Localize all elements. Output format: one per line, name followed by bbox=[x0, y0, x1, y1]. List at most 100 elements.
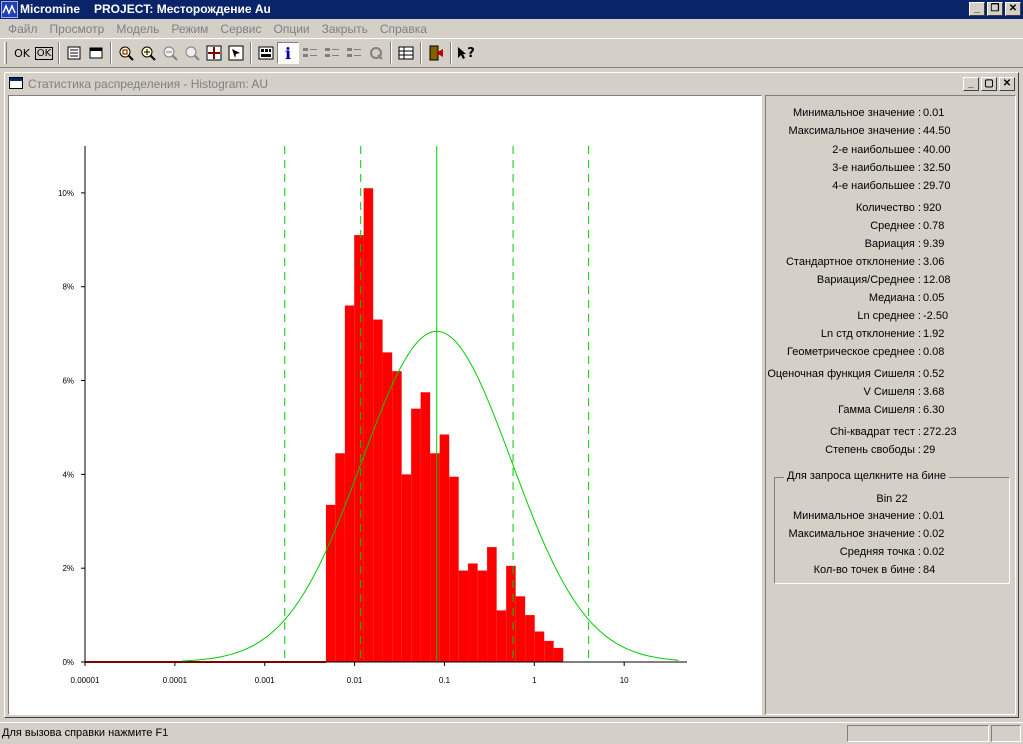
menu-file[interactable]: Файл bbox=[8, 21, 38, 36]
menu-help[interactable]: Справка bbox=[379, 21, 427, 36]
info-button[interactable]: i bbox=[277, 42, 299, 64]
window-close-button[interactable]: ✕ bbox=[999, 77, 1015, 91]
pan-button[interactable] bbox=[203, 42, 225, 64]
stat-row: Ln среднее : -2.50 bbox=[766, 310, 1017, 324]
stat-row: Степень свободы :29 bbox=[766, 444, 1017, 458]
stat-row: Среднее :0.78 bbox=[766, 220, 1017, 234]
histogram-bar[interactable] bbox=[411, 408, 421, 662]
window-minimize-button[interactable]: _ bbox=[963, 77, 979, 91]
window-button[interactable] bbox=[85, 42, 107, 64]
menu-view[interactable]: Просмотр bbox=[49, 21, 105, 36]
ok-framed-button[interactable]: OK bbox=[33, 42, 55, 64]
stat-row: Минимальное значение :0.01 bbox=[766, 107, 1017, 121]
x-tick-label: 10 bbox=[620, 676, 629, 685]
app-caption-buttons: _ ❐ ✕ bbox=[967, 2, 1021, 16]
restore-button[interactable]: ❐ bbox=[987, 2, 1003, 16]
app-title-bar[interactable]: Micromine PROJECT: Месторождение Au _ ❐ ✕ bbox=[0, 0, 1023, 19]
histogram-bar[interactable] bbox=[363, 188, 374, 662]
menu-options[interactable]: Опции bbox=[273, 21, 310, 36]
stat-value: 6.30 bbox=[923, 404, 945, 416]
list-button-2[interactable] bbox=[321, 42, 343, 64]
micromine-logo-icon bbox=[1, 1, 18, 18]
stat-row: Медиана :0.05 bbox=[766, 292, 1017, 306]
histogram-bar[interactable] bbox=[525, 615, 535, 662]
histogram-bar[interactable] bbox=[392, 371, 402, 662]
histogram-bar[interactable] bbox=[534, 631, 545, 662]
select-button[interactable] bbox=[225, 42, 247, 64]
toolbar-grip[interactable] bbox=[4, 42, 7, 64]
bin-stat-row: Средняя точка :0.02 bbox=[766, 546, 1017, 560]
stat-value: 272.23 bbox=[923, 426, 957, 438]
menu-model[interactable]: Модель bbox=[116, 21, 160, 36]
histogram-bar[interactable] bbox=[458, 570, 469, 662]
histogram-bar[interactable] bbox=[420, 392, 431, 662]
bin-stat-row: Максимальное значение :0.02 bbox=[766, 528, 1017, 542]
statistics-window-title-bar[interactable]: Статистика распределения - Histogram: AU… bbox=[6, 74, 1017, 94]
histogram-bar[interactable] bbox=[515, 596, 526, 662]
histogram-button[interactable] bbox=[255, 42, 277, 64]
stat-value: 84 bbox=[923, 564, 936, 576]
histogram-svg: 0% 2% 4% 6% 8% 10% 0.00001 0.0001 0.001 0.01 0.1 1 1… bbox=[58, 146, 687, 685]
stat-label: 4-е наибольшее : bbox=[832, 180, 921, 192]
list-button[interactable] bbox=[299, 42, 321, 64]
histogram-bar[interactable] bbox=[354, 235, 364, 663]
list-button-3[interactable] bbox=[343, 42, 365, 64]
report-button[interactable] bbox=[63, 42, 85, 64]
minimize-button[interactable]: _ bbox=[969, 2, 985, 16]
zoom-previous-button[interactable] bbox=[181, 42, 203, 64]
histogram-bar[interactable] bbox=[401, 474, 412, 662]
toolbar-separator bbox=[420, 42, 422, 64]
stat-row: Гамма Сишеля :6.30 bbox=[766, 404, 1017, 418]
ok-button[interactable]: OK bbox=[11, 42, 33, 64]
stat-label: Медиана : bbox=[868, 292, 921, 304]
zoom-in-button[interactable] bbox=[137, 42, 159, 64]
window-caption-buttons: _ ▢ ✕ bbox=[961, 77, 1015, 91]
histogram-bar[interactable] bbox=[344, 305, 355, 662]
histogram-bar[interactable] bbox=[506, 565, 516, 662]
query-icon bbox=[370, 47, 383, 60]
histogram-chart[interactable]: 0% 2% 4% 6% 8% 10% 0.00001 0.0001 0.001 0.01 0.1 1 1… bbox=[8, 95, 762, 715]
stat-value: 0.02 bbox=[923, 528, 945, 540]
stat-value: 920 bbox=[923, 202, 942, 214]
stat-row: Стандартное отклонение :3.06 bbox=[766, 256, 1017, 270]
menu-service[interactable]: Сервис bbox=[220, 21, 262, 36]
menu-mode[interactable]: Режим bbox=[171, 21, 209, 36]
stat-value: 0.01 bbox=[923, 107, 945, 119]
context-help-icon: ? bbox=[467, 45, 475, 61]
histogram-bar[interactable] bbox=[496, 610, 507, 662]
histogram-bar[interactable] bbox=[373, 319, 383, 662]
close-button[interactable]: ✕ bbox=[1005, 2, 1021, 16]
stat-value: 1.92 bbox=[923, 328, 945, 340]
stat-value: 12.08 bbox=[923, 274, 951, 286]
stat-label: Ln стд отклонение : bbox=[820, 328, 921, 340]
stat-label: Среднее : bbox=[870, 220, 921, 232]
stat-row: V Сишеля :3.68 bbox=[766, 386, 1017, 400]
toolbar-separator bbox=[450, 42, 452, 64]
histogram-bar[interactable] bbox=[487, 547, 497, 662]
histogram-bar[interactable] bbox=[325, 504, 336, 662]
histogram-bar[interactable] bbox=[544, 640, 554, 662]
exit-button[interactable] bbox=[425, 42, 447, 64]
histogram-bar[interactable] bbox=[468, 563, 478, 662]
histogram-bar[interactable] bbox=[449, 476, 459, 662]
arrow-icon bbox=[458, 47, 467, 59]
histogram-bar[interactable] bbox=[439, 434, 450, 662]
stat-value: 3.68 bbox=[923, 386, 945, 398]
histogram-bar[interactable] bbox=[382, 352, 393, 662]
table-button[interactable] bbox=[395, 42, 417, 64]
histogram-bar[interactable] bbox=[335, 453, 345, 662]
context-help-button[interactable]: ? bbox=[455, 42, 477, 64]
histogram-bar[interactable] bbox=[430, 453, 440, 662]
menu-close[interactable]: Закрыть bbox=[321, 21, 368, 36]
window-maximize-button[interactable]: ▢ bbox=[981, 77, 997, 91]
histogram-bar[interactable] bbox=[553, 647, 564, 662]
zoom-out-button[interactable] bbox=[159, 42, 181, 64]
zoom-fit-button[interactable] bbox=[115, 42, 137, 64]
stat-label: Chi-квадрат тест : bbox=[829, 426, 921, 438]
status-bar: Для вызова справки нажмите F1 bbox=[0, 722, 1023, 744]
query-button[interactable] bbox=[365, 42, 387, 64]
stat-label: Минимальное значение : bbox=[792, 107, 921, 119]
list-icon-2 bbox=[325, 48, 339, 57]
stat-label: Количество : bbox=[855, 202, 921, 214]
histogram-bar[interactable] bbox=[477, 570, 488, 662]
